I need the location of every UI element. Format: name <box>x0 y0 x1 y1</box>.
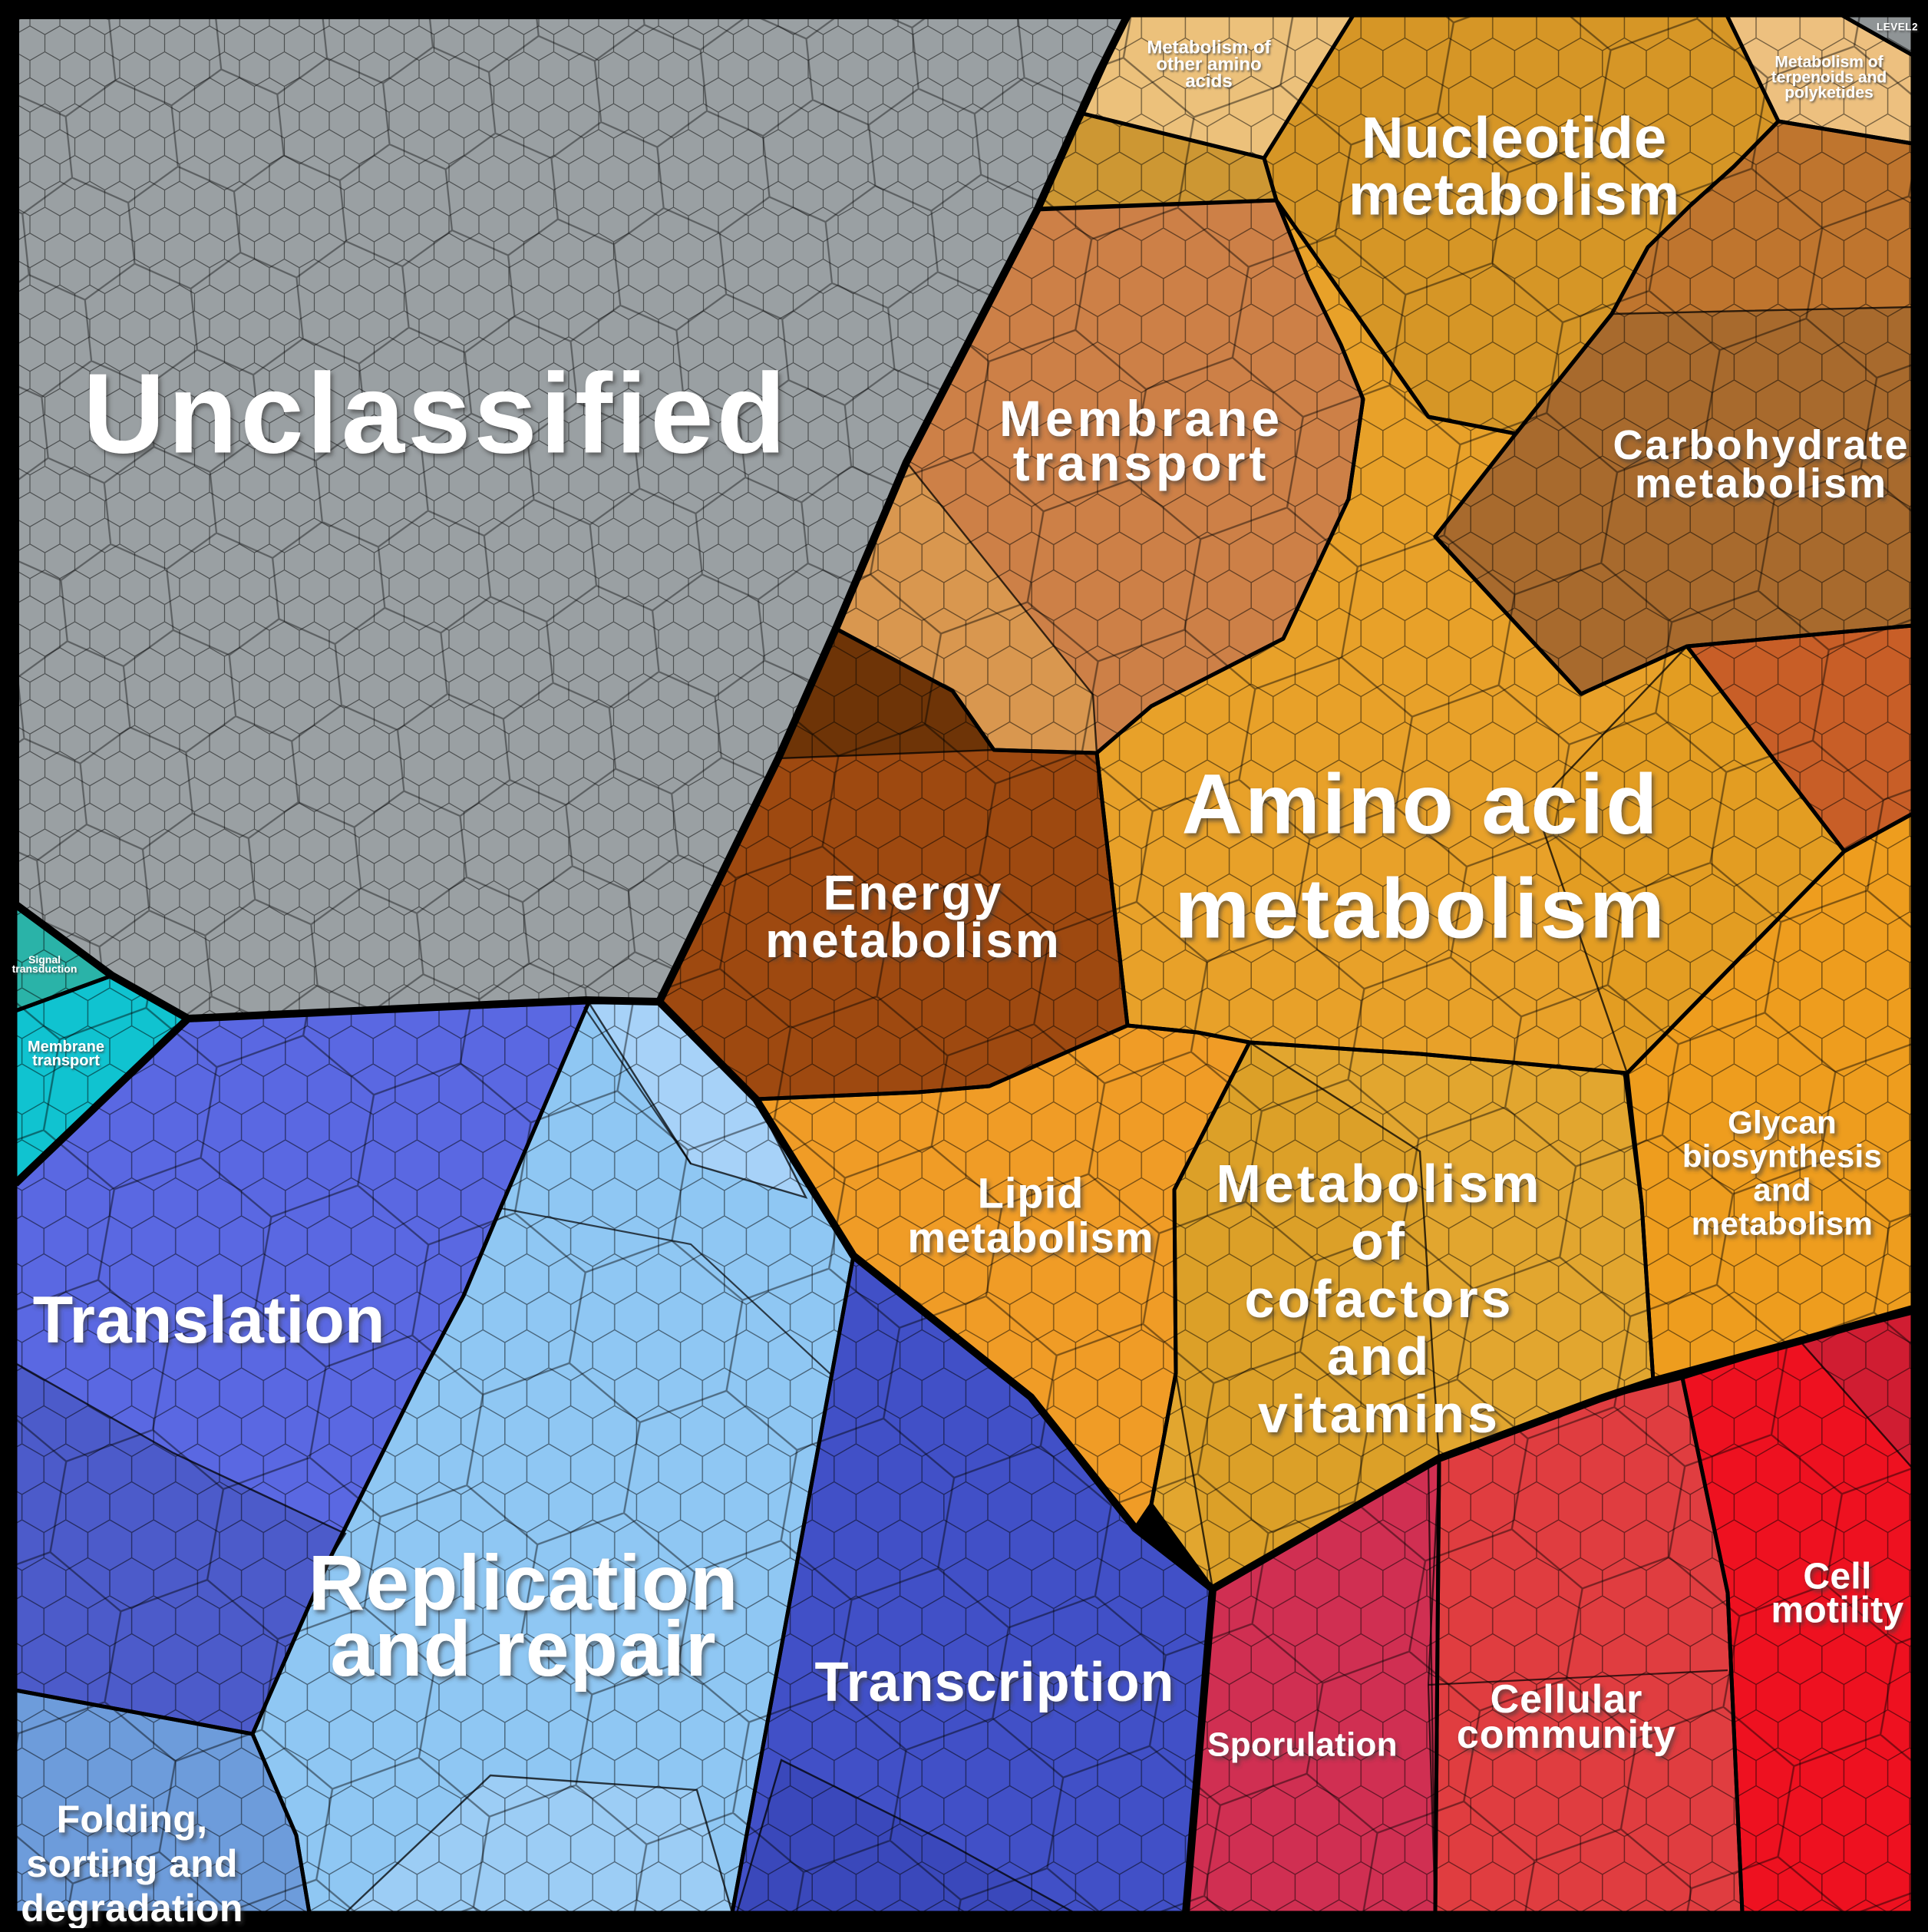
svg-text:metabolism: metabolism <box>907 1214 1154 1262</box>
svg-text:vitamins: vitamins <box>1258 1384 1500 1444</box>
svg-text:Glycan: Glycan <box>1728 1105 1837 1141</box>
svg-text:metabolism: metabolism <box>765 913 1061 968</box>
svg-text:Membrane: Membrane <box>28 1039 104 1055</box>
svg-text:LEVEL2: LEVEL2 <box>1877 21 1918 33</box>
svg-text:motility: motility <box>1771 1590 1903 1631</box>
svg-text:Nucleotide: Nucleotide <box>1362 106 1668 171</box>
svg-text:terpenoids and: terpenoids and <box>1771 69 1887 87</box>
svg-text:Metabolism of: Metabolism of <box>1774 54 1883 71</box>
svg-text:transport: transport <box>1013 434 1270 491</box>
svg-text:transport: transport <box>32 1052 100 1069</box>
svg-text:of: of <box>1351 1211 1408 1271</box>
svg-text:Carbohydrate: Carbohydrate <box>1613 422 1910 468</box>
svg-text:metabolism: metabolism <box>1349 163 1680 228</box>
svg-text:metabolism: metabolism <box>1692 1206 1873 1242</box>
svg-text:sorting and: sorting and <box>26 1842 238 1885</box>
svg-text:transduction: transduction <box>12 963 78 975</box>
svg-text:Cell: Cell <box>1803 1557 1871 1597</box>
svg-text:and: and <box>1753 1172 1811 1208</box>
svg-text:other amino: other amino <box>1156 54 1261 75</box>
svg-text:acids: acids <box>1185 71 1232 92</box>
svg-text:Translation: Translation <box>33 1283 385 1357</box>
svg-text:Folding,: Folding, <box>57 1798 208 1841</box>
svg-text:polyketides: polyketides <box>1784 84 1874 102</box>
svg-text:Membrane: Membrane <box>999 390 1283 447</box>
svg-text:Amino acid: Amino acid <box>1182 758 1660 852</box>
svg-text:Energy: Energy <box>824 865 1004 920</box>
svg-text:degradation: degradation <box>21 1887 243 1928</box>
svg-text:metabolism: metabolism <box>1174 862 1666 956</box>
svg-text:Signal: Signal <box>28 953 61 966</box>
svg-text:Transcription: Transcription <box>814 1652 1174 1713</box>
svg-text:metabolism: metabolism <box>1635 461 1888 507</box>
svg-text:Metabolism of: Metabolism of <box>1147 38 1271 58</box>
svg-text:Unclassified: Unclassified <box>83 351 789 477</box>
svg-text:and: and <box>1327 1326 1431 1386</box>
svg-text:cofactors: cofactors <box>1244 1269 1514 1329</box>
svg-text:biosynthesis: biosynthesis <box>1682 1138 1882 1174</box>
svg-text:Lipid: Lipid <box>978 1169 1084 1217</box>
svg-text:Metabolism: Metabolism <box>1216 1154 1542 1214</box>
svg-text:Cellular: Cellular <box>1491 1677 1643 1722</box>
svg-text:community: community <box>1457 1712 1676 1757</box>
svg-text:and repair: and repair <box>330 1605 716 1693</box>
svg-text:Sporulation: Sporulation <box>1207 1726 1398 1764</box>
svg-text:Replication: Replication <box>309 1539 739 1627</box>
